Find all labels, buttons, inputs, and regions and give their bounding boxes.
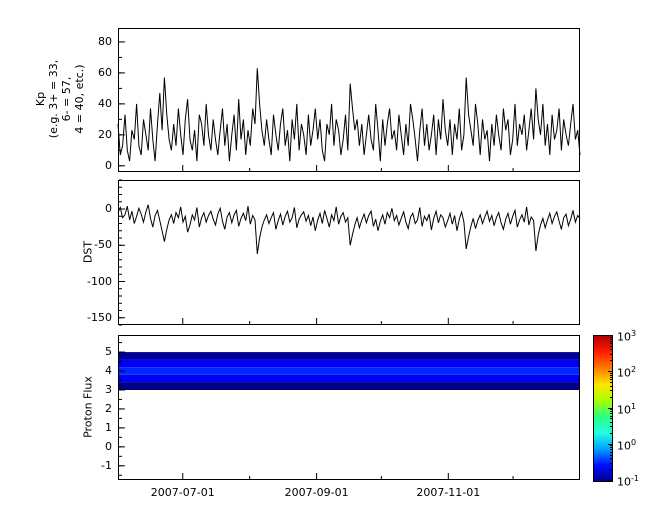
kp-ytick-label: 40 xyxy=(98,96,112,110)
colorbar-major-tick xyxy=(608,371,612,372)
colorbar-major-tick xyxy=(608,335,612,336)
colorbar-minor-tick xyxy=(610,377,612,378)
colorbar-minor-tick xyxy=(610,386,612,387)
x-tick-label: 2007-11-01 xyxy=(416,486,481,499)
colorbar-minor-tick xyxy=(610,390,612,391)
kp-series-line xyxy=(117,68,581,162)
proton-flux-band-row xyxy=(119,374,579,383)
proton-flux-band-row xyxy=(119,352,579,360)
dst-series-line xyxy=(117,204,581,255)
colorbar-minor-tick xyxy=(610,373,612,374)
kp-panel xyxy=(117,28,581,172)
dst-ytick-label: 0 xyxy=(105,202,112,215)
colorbar-minor-tick xyxy=(610,341,612,342)
colorbar-tick-label: 101 xyxy=(617,402,637,417)
colorbar-minor-tick xyxy=(610,422,612,423)
proton-flux-band-row xyxy=(119,367,579,375)
proton_flux-ytick-label: 5 xyxy=(105,345,112,359)
colorbar-minor-tick xyxy=(610,339,612,340)
colorbar-minor-tick xyxy=(610,469,612,470)
colorbar-minor-tick xyxy=(610,413,612,414)
proton-flux-band-row xyxy=(119,382,579,390)
dst-ytick-label: -150 xyxy=(87,310,112,324)
kp-axis-label-line: Kp xyxy=(34,91,47,107)
proton_flux-ytick-label: 3 xyxy=(105,382,112,396)
colorbar-minor-tick xyxy=(610,397,612,398)
colorbar-minor-tick xyxy=(610,452,612,453)
colorbar-minor-tick xyxy=(610,418,612,419)
colorbar-minor-tick xyxy=(610,463,612,464)
panel-border xyxy=(118,335,580,480)
x-tick-label: 2007-07-01 xyxy=(150,486,215,499)
colorbar-tick-label: 102 xyxy=(617,365,637,380)
colorbar-minor-tick xyxy=(610,447,612,448)
kp-ytick-label: 20 xyxy=(98,127,112,141)
colorbar-minor-tick xyxy=(610,411,612,412)
colorbar-minor-tick xyxy=(610,354,612,355)
kp-axis-label-line: (e.g. 3+ = 33, xyxy=(47,59,60,139)
panel-border xyxy=(118,180,580,325)
kp-ytick-label: 60 xyxy=(98,65,112,79)
colorbar-minor-tick xyxy=(610,409,612,410)
colorbar-tick-label: 103 xyxy=(617,329,637,344)
colorbar-major-tick xyxy=(608,408,612,409)
kp-ytick-label: 80 xyxy=(98,34,112,48)
proton-flux-panel xyxy=(118,335,580,480)
colorbar-minor-tick xyxy=(610,455,612,456)
colorbar-major-tick xyxy=(608,444,612,445)
proton_flux-ytick-label: 2 xyxy=(105,401,112,415)
proton_flux-ytick-label: 0 xyxy=(105,439,112,453)
proton_flux-ytick-label: 1 xyxy=(105,420,112,434)
dst-ytick-label: -50 xyxy=(94,238,112,252)
colorbar-tick-label: 10-1 xyxy=(617,474,639,489)
proton_flux-ytick-label: 4 xyxy=(105,364,112,377)
colorbar-minor-tick xyxy=(610,343,612,344)
colorbar-minor-tick xyxy=(610,375,612,376)
x-tick-label: 2007-09-01 xyxy=(284,486,349,499)
colorbar-minor-tick xyxy=(610,382,612,383)
colorbar-minor-tick xyxy=(610,426,612,427)
colorbar-minor-tick xyxy=(610,349,612,350)
proton-flux-band-row xyxy=(119,359,579,368)
proton_flux-ytick-label: -1 xyxy=(101,458,112,472)
dst-ytick-label: -100 xyxy=(87,274,112,288)
panel-border xyxy=(118,28,580,172)
colorbar-minor-tick xyxy=(610,449,612,450)
colorbar-minor-tick xyxy=(610,458,612,459)
colorbar-minor-tick xyxy=(610,360,612,361)
colorbar-major-tick xyxy=(608,480,612,481)
colorbar-minor-tick xyxy=(610,416,612,417)
colorbar-minor-tick xyxy=(610,337,612,338)
colorbar-tick-label: 100 xyxy=(617,438,637,453)
colorbar-minor-tick xyxy=(610,433,612,434)
colorbar-minor-tick xyxy=(610,346,612,347)
colorbar-minor-tick xyxy=(610,445,612,446)
kp-ytick-label: 0 xyxy=(105,158,112,172)
colorbar-minor-tick xyxy=(610,379,612,380)
dst-panel xyxy=(117,179,581,326)
